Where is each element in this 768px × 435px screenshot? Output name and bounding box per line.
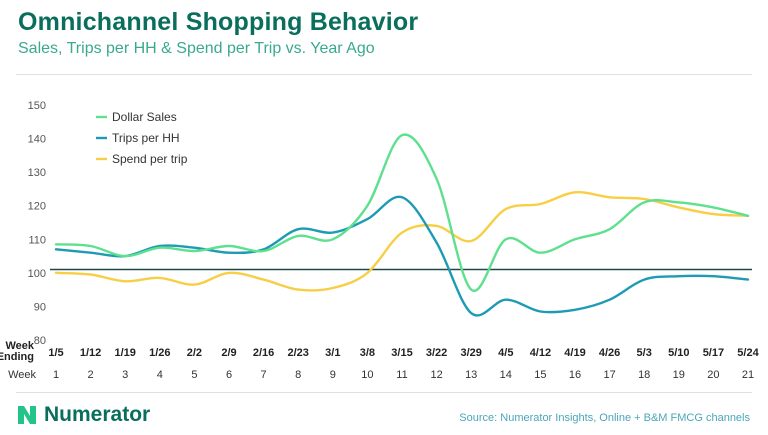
header-divider (16, 74, 752, 75)
x-tick-label: 1/26 (149, 347, 170, 359)
y-axis: 80 90 100 110 120 130 140 150 (28, 100, 46, 347)
series-line-trips-per-hh (54, 195, 750, 317)
week-number-label: 12 (430, 369, 442, 381)
week-number-label: 4 (157, 369, 163, 381)
y-tick-label: 140 (28, 134, 46, 146)
y-tick-label: 80 (34, 335, 46, 347)
x-tick-label: 2/9 (221, 347, 236, 359)
series-lines (54, 133, 750, 317)
x-tick-label: 5/10 (668, 347, 689, 359)
week-number-label: 20 (707, 369, 719, 381)
x-tick-label: 1/19 (114, 347, 135, 359)
week-number-label: 21 (742, 369, 754, 381)
brand-name: Numerator (44, 403, 151, 426)
x-tick-label: 5/17 (703, 347, 724, 359)
week-number-label: 17 (603, 369, 615, 381)
week-number-label: 2 (88, 369, 94, 381)
x-tick-label: 3/1 (325, 347, 340, 359)
week-number-label: 13 (465, 369, 477, 381)
week-number-label: 6 (226, 369, 232, 381)
footer-divider (16, 392, 752, 393)
series-line-spend-per-trip (54, 190, 750, 292)
week-row-label: Week (8, 369, 36, 381)
week-number-label: 10 (361, 369, 373, 381)
x-tick-label: 3/22 (426, 347, 447, 359)
page-subtitle: Sales, Trips per HH & Spend per Trip vs.… (18, 40, 375, 57)
page-title: Omnichannel Shopping Behavior (18, 8, 419, 36)
week-number-label: 14 (500, 369, 512, 381)
x-tick-label: 3/29 (460, 347, 481, 359)
legend-label: Dollar Sales (112, 110, 177, 124)
x-tick-label: 3/15 (391, 347, 412, 359)
week-number-label: 8 (295, 369, 301, 381)
x-tick-label: 4/5 (498, 347, 513, 359)
y-tick-label: 100 (28, 268, 46, 280)
week-number-label: 1 (53, 369, 59, 381)
legend: Dollar Sales Trips per HH Spend per trip (96, 110, 188, 166)
week-ending-row-label: Week (5, 340, 34, 352)
legend-label: Trips per HH (112, 131, 180, 145)
y-tick-label: 110 (28, 234, 46, 246)
week-number-label: 15 (534, 369, 546, 381)
source-note: Source: Numerator Insights, Online + B&M… (459, 412, 750, 424)
y-tick-label: 120 (28, 201, 46, 213)
numerator-logo-icon (18, 406, 36, 424)
x-tick-label: 5/24 (737, 347, 759, 359)
series-line-dollar-sales (54, 133, 750, 293)
week-number-label: 18 (638, 369, 650, 381)
x-tick-label: 4/26 (599, 347, 620, 359)
y-tick-label: 150 (28, 100, 46, 112)
legend-label: Spend per trip (112, 152, 188, 166)
y-tick-label: 130 (28, 167, 46, 179)
x-tick-label: 4/19 (564, 347, 585, 359)
week-number-label: 3 (122, 369, 128, 381)
numerator-logo: Numerator (16, 403, 150, 427)
week-number-label: 5 (191, 369, 197, 381)
week-number-label: 19 (673, 369, 685, 381)
week-number-label: 9 (330, 369, 336, 381)
week-number-label: 11 (396, 369, 407, 381)
week-ending-row-label: Ending (0, 351, 34, 363)
week-number-label: 16 (569, 369, 581, 381)
x-tick-label: 2/2 (187, 347, 202, 359)
x-tick-label: 2/16 (253, 347, 274, 359)
week-number-label: 7 (261, 369, 267, 381)
x-tick-label: 1/5 (48, 347, 63, 359)
y-tick-label: 90 (34, 301, 46, 313)
x-tick-label: 5/3 (637, 347, 652, 359)
x-tick-label: 2/23 (287, 347, 308, 359)
x-tick-label: 4/12 (530, 347, 551, 359)
x-tick-label: 1/12 (80, 347, 101, 359)
x-tick-label: 3/8 (360, 347, 375, 359)
